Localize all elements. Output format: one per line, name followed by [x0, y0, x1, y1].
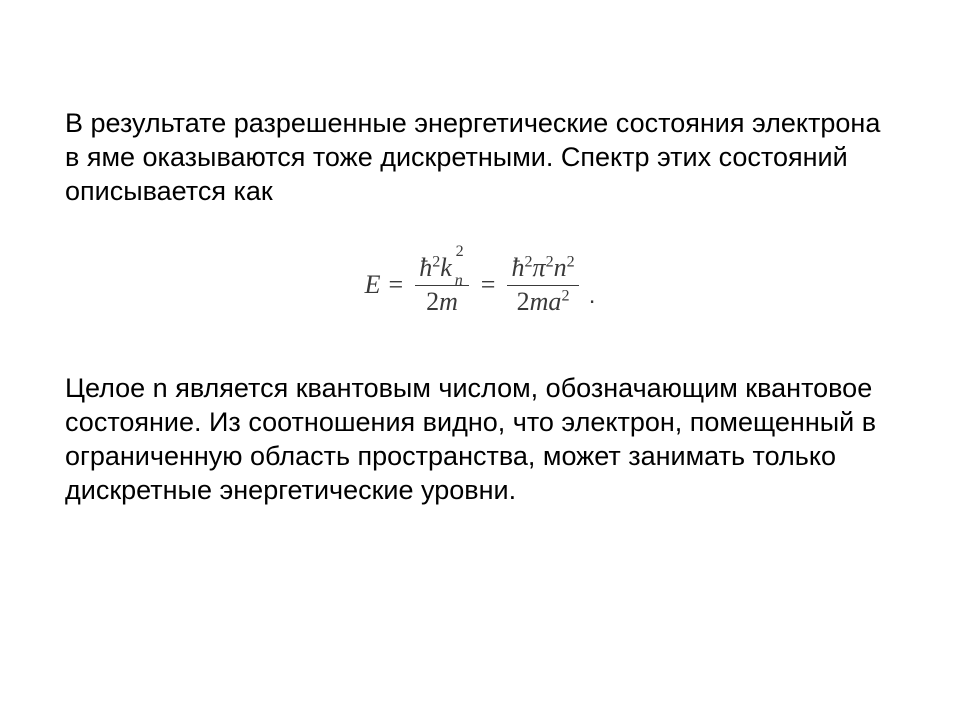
eq-fraction-2: ħ2π2n2 2ma2 — [503, 254, 582, 316]
paragraph-intro: В результате разрешенные энергетические … — [65, 107, 895, 208]
paragraph-explanation: Целое n является квантовым числом, обозн… — [65, 372, 895, 507]
eq-equals-2: = — [473, 270, 504, 300]
eq-frac1-den: 2m — [415, 286, 469, 317]
eq-frac1-num: ħ2k2n — [415, 254, 469, 286]
eq-frac2-den: 2ma2 — [507, 286, 578, 317]
energy-equation: E = ħ2k2n 2m = ħ2π2n2 2ma2 . — [365, 254, 596, 316]
eq-equals-1: = — [381, 270, 412, 300]
eq-fraction-1: ħ2k2n 2m — [411, 254, 473, 316]
eq-frac2-num: ħ2π2n2 — [507, 254, 578, 286]
eq-period: . — [583, 282, 596, 316]
page: В результате разрешенные энергетические … — [0, 0, 960, 720]
equation-block: E = ħ2k2n 2m = ħ2π2n2 2ma2 . — [65, 254, 895, 316]
eq-lhs: E — [365, 270, 381, 300]
